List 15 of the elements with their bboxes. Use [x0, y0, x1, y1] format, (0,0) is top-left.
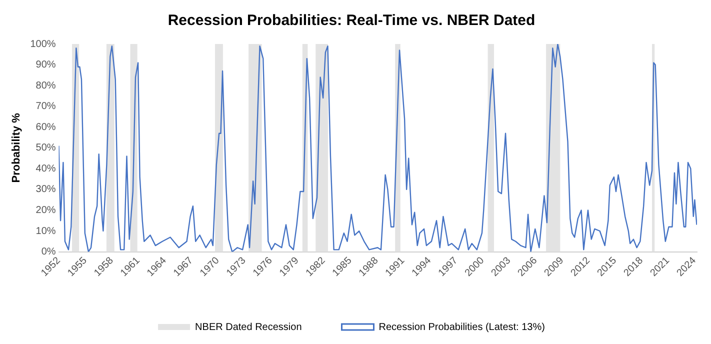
- y-tick-label: 50%: [36, 142, 56, 154]
- y-tick-label: 0%: [41, 246, 56, 258]
- y-tick-label: 70%: [36, 101, 56, 112]
- y-tick-label: 90%: [36, 60, 56, 71]
- legend-label: Recession Probabilities (Latest: 13%): [378, 322, 545, 333]
- y-tick-label: 20%: [36, 204, 56, 216]
- legend-label: NBER Dated Recession: [195, 322, 302, 333]
- chart-title: Recession Probabilities: Real-Time vs. NBER Dated: [168, 12, 536, 30]
- y-tick-label: 10%: [36, 226, 56, 237]
- y-axis-title: Probability %: [10, 112, 23, 183]
- y-tick-label: 30%: [36, 184, 56, 196]
- y-tick-label: 60%: [36, 122, 56, 133]
- y-tick-label: 100%: [30, 38, 56, 50]
- y-tick-label: 40%: [36, 163, 56, 174]
- y-tick-label: 80%: [36, 80, 56, 92]
